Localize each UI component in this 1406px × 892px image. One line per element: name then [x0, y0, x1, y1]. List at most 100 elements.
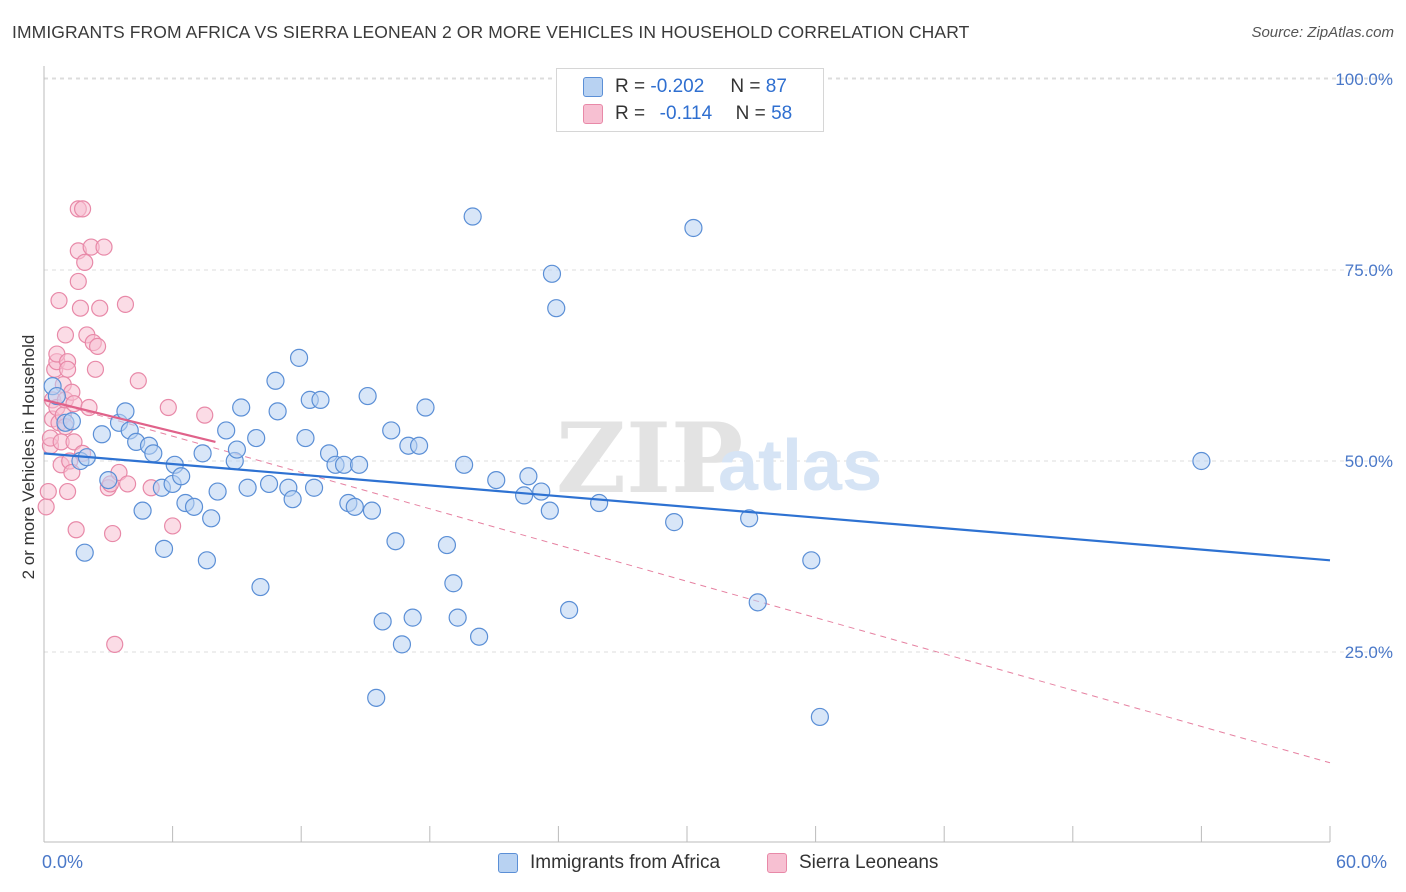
africa-point [268, 402, 287, 421]
africa-point [740, 509, 759, 528]
sierra-point [116, 295, 135, 313]
africa-point [184, 497, 204, 516]
sierra-point [39, 482, 57, 501]
legend-swatch-africa [583, 77, 603, 97]
series-legend-item-sierra: Sierra Leoneans [767, 852, 938, 874]
series-swatch-sierra [767, 853, 787, 873]
correlation-legend: R = -0.202 N = 87 R = -0.114 N = 58 [556, 68, 824, 132]
africa-point [311, 390, 330, 409]
africa-trend-line [43, 452, 1331, 562]
africa-point [283, 490, 302, 509]
africa-point [266, 371, 285, 390]
legend-n-value: 87 [765, 76, 787, 97]
africa-point [454, 455, 474, 474]
chart-title: IMMIGRANTS FROM AFRICA VS SIERRA LEONEAN… [12, 22, 970, 42]
sierra-point [164, 517, 182, 535]
sierra-point [58, 482, 77, 501]
watermark-zip: ZIP [556, 402, 743, 515]
sierra-point [196, 406, 214, 424]
africa-point [386, 532, 405, 551]
sierra-point [103, 524, 122, 543]
africa-point [154, 539, 174, 558]
africa-point [193, 444, 212, 463]
africa-point [515, 486, 534, 505]
africa-point [304, 478, 324, 497]
legend-r-label: R = [615, 76, 646, 97]
sierra-point [50, 291, 68, 310]
africa-point [382, 421, 401, 440]
sierra-point [67, 521, 85, 539]
africa-point [409, 436, 429, 455]
sierra-point [106, 635, 124, 653]
x-tick-min: 0.0% [42, 852, 84, 872]
africa-point [560, 600, 579, 620]
sierra-point [118, 475, 137, 493]
sierra-point [95, 238, 113, 256]
legend-n-label: N = [730, 76, 761, 97]
sierra-point [37, 498, 55, 516]
africa-point [547, 299, 566, 318]
series-swatch-africa [498, 853, 518, 873]
series-label-sierra: Sierra Leoneans [799, 852, 939, 873]
africa-point [362, 501, 382, 520]
sierra-point [91, 299, 109, 317]
africa-point [47, 386, 66, 406]
africa-point [133, 501, 152, 520]
legend-r-value: -0.114 [659, 103, 713, 124]
africa-point [684, 218, 703, 238]
africa-point [208, 482, 227, 501]
y-tick-label: 75.0% [1345, 261, 1393, 280]
sierra-point [76, 253, 94, 271]
africa-point [99, 471, 118, 490]
africa-point [519, 467, 538, 486]
africa-point [444, 574, 463, 593]
watermark-atlas: atlas [718, 426, 882, 506]
sierra-point [159, 398, 177, 417]
sierra-point [69, 272, 87, 291]
africa-point [238, 478, 257, 497]
africa-point [463, 207, 482, 226]
y-tick-label: 100.0% [1335, 70, 1393, 89]
africa-point [416, 398, 435, 417]
africa-point [259, 474, 279, 494]
africa-point [437, 535, 457, 555]
africa-point [367, 688, 386, 707]
africa-point [665, 513, 684, 532]
sierra-trend-line [43, 398, 216, 443]
africa-point [232, 398, 251, 417]
y-tick-label: 25.0% [1345, 643, 1393, 662]
sierra-point [65, 433, 83, 451]
africa-point [217, 421, 236, 440]
africa-point [92, 425, 111, 444]
sierra-point [73, 200, 92, 218]
africa-point [532, 482, 551, 501]
x-tick-max: 60.0% [1336, 852, 1388, 872]
africa-point [487, 471, 506, 490]
sierra-point [88, 337, 107, 355]
africa-point [296, 428, 315, 448]
source-label: Source: ZipAtlas.com [1251, 24, 1394, 41]
legend-r-label: R = [615, 103, 646, 124]
series-label-africa: Immigrants from Africa [530, 852, 721, 873]
series-legend: Immigrants from Africa Sierra Leoneans [0, 852, 1406, 878]
africa-point [373, 612, 392, 631]
legend-n-value: 58 [771, 103, 793, 124]
africa-point [197, 551, 216, 570]
africa-point [172, 467, 191, 486]
sierra-point [58, 360, 77, 378]
sierra-trend-dashed [43, 399, 1331, 764]
africa-point [289, 348, 309, 367]
sierra-point [86, 360, 105, 378]
legend-swatch-sierra [583, 104, 603, 124]
africa-point [1192, 451, 1211, 471]
series-legend-item-africa: Immigrants from Africa [498, 852, 720, 874]
africa-point [144, 444, 163, 463]
africa-point [62, 412, 81, 431]
legend-r-value: -0.202 [650, 76, 705, 97]
africa-point [251, 577, 270, 597]
africa-point [542, 264, 562, 283]
africa-point [448, 608, 467, 627]
africa-point [802, 551, 821, 570]
legend-row-africa: R = -0.202 N = 87 [557, 74, 787, 100]
africa-point [345, 497, 364, 516]
